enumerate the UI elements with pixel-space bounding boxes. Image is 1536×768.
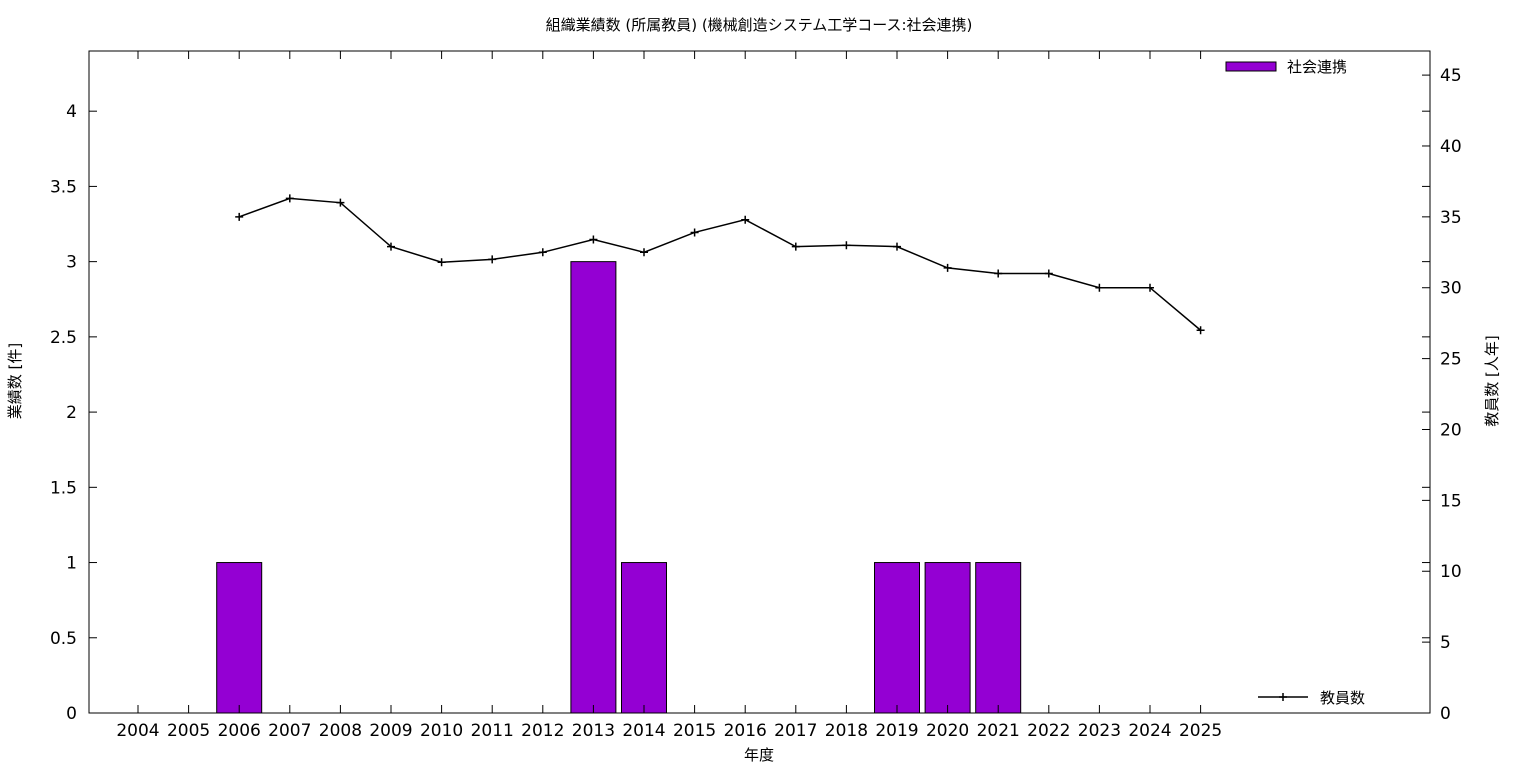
y-tick-label-2: 1 bbox=[66, 554, 77, 574]
x-tick-label-2011: 2011 bbox=[471, 721, 514, 741]
point-2018 bbox=[842, 241, 851, 250]
point-2023 bbox=[1095, 283, 1104, 292]
point-2021 bbox=[994, 269, 1003, 278]
y-tick-label-5: 2.5 bbox=[50, 328, 77, 348]
x-tick-label-2016: 2016 bbox=[724, 721, 767, 741]
point-2025 bbox=[1196, 326, 1205, 335]
x-tick-label-2012: 2012 bbox=[521, 721, 564, 741]
bar-2013 bbox=[570, 261, 617, 714]
plot-frame bbox=[88, 50, 1431, 714]
x-tick-label-2004: 2004 bbox=[116, 721, 159, 741]
y2-tick-label-4: 20 bbox=[1440, 420, 1462, 440]
bar-2020 bbox=[924, 562, 971, 714]
y-tick-label-8: 4 bbox=[66, 102, 77, 122]
bar-2019 bbox=[874, 562, 920, 714]
legend-bar-swatch bbox=[1225, 61, 1277, 72]
y2-tick-label-2: 10 bbox=[1440, 562, 1462, 582]
point-2020 bbox=[943, 263, 952, 272]
x-axis-label: 年度 bbox=[744, 746, 774, 764]
x-tick-label-2017: 2017 bbox=[774, 721, 817, 741]
y-tick-label-6: 3 bbox=[66, 253, 77, 273]
x-tick-label-2007: 2007 bbox=[268, 721, 311, 741]
y2-tick-label-9: 45 bbox=[1440, 66, 1462, 86]
point-2012 bbox=[538, 248, 547, 257]
legend-line: 教員数 bbox=[1258, 689, 1365, 707]
point-2015 bbox=[690, 228, 699, 237]
y2-axis-label: 教員数 [人年] bbox=[1483, 335, 1501, 426]
legend-bar-label: 社会連携 bbox=[1287, 58, 1347, 76]
point-2014 bbox=[640, 248, 648, 257]
point-2007 bbox=[285, 194, 294, 203]
y2-tick-label-3: 15 bbox=[1440, 491, 1462, 511]
x-tick-label-2019: 2019 bbox=[875, 721, 918, 741]
y-tick-label-7: 3.5 bbox=[50, 177, 77, 197]
x-tick-label-2010: 2010 bbox=[420, 721, 463, 741]
point-2024 bbox=[1146, 283, 1154, 292]
point-2016 bbox=[741, 215, 750, 224]
y-tick-label-4: 2 bbox=[66, 403, 77, 423]
y2-tick-label-7: 35 bbox=[1440, 208, 1462, 228]
bar-2014 bbox=[621, 562, 667, 714]
x-tick-label-2021: 2021 bbox=[977, 721, 1020, 741]
y-tick-label-3: 1.5 bbox=[50, 478, 77, 498]
y-axis-label: 業績数 [件] bbox=[6, 343, 24, 419]
axes bbox=[88, 50, 1431, 714]
x-tick-label-2015: 2015 bbox=[673, 721, 716, 741]
x-tick-label-2025: 2025 bbox=[1179, 721, 1222, 741]
x-tick-label-2013: 2013 bbox=[572, 721, 615, 741]
y-tick-label-0: 0 bbox=[66, 704, 77, 724]
point-2009 bbox=[387, 242, 395, 251]
bar-2021 bbox=[975, 562, 1022, 714]
x-tick-label-2024: 2024 bbox=[1128, 721, 1171, 741]
x-tick-label-2022: 2022 bbox=[1027, 721, 1070, 741]
y-tick-label-1: 0.5 bbox=[50, 629, 77, 649]
bar-2006 bbox=[216, 562, 263, 714]
point-2017 bbox=[791, 242, 800, 251]
point-2013 bbox=[589, 235, 598, 244]
chart-title: 組織業績数 (所属教員) (機械創造システム工学コース:社会連携) bbox=[546, 16, 973, 34]
x-tick-label-2018: 2018 bbox=[825, 721, 868, 741]
x-tick-label-2006: 2006 bbox=[218, 721, 261, 741]
point-2011 bbox=[488, 255, 497, 264]
y2-tick-label-6: 30 bbox=[1440, 279, 1462, 299]
x-tick-label-2005: 2005 bbox=[167, 721, 210, 741]
x-tick-label-2008: 2008 bbox=[319, 721, 362, 741]
y2-tick-label-0: 0 bbox=[1440, 704, 1451, 724]
legend-bar: 社会連携 bbox=[1225, 58, 1347, 76]
x-tick-label-2023: 2023 bbox=[1078, 721, 1121, 741]
point-2006 bbox=[235, 212, 244, 221]
legend-line-label: 教員数 bbox=[1320, 689, 1365, 707]
y2-tick-label-5: 25 bbox=[1440, 350, 1462, 370]
y2-tick-label-8: 40 bbox=[1440, 137, 1462, 157]
line-path bbox=[238, 197, 1202, 331]
point-2010 bbox=[437, 258, 446, 267]
line-series bbox=[235, 194, 1205, 335]
point-2019 bbox=[893, 242, 901, 251]
legend-line-marker bbox=[1279, 693, 1287, 701]
bar-series bbox=[216, 261, 1022, 714]
x-tick-label-2009: 2009 bbox=[369, 721, 412, 741]
point-2008 bbox=[336, 198, 345, 207]
point-2022 bbox=[1044, 269, 1053, 278]
x-tick-label-2014: 2014 bbox=[622, 721, 665, 741]
x-tick-label-2020: 2020 bbox=[926, 721, 969, 741]
y2-tick-label-1: 5 bbox=[1440, 633, 1451, 653]
